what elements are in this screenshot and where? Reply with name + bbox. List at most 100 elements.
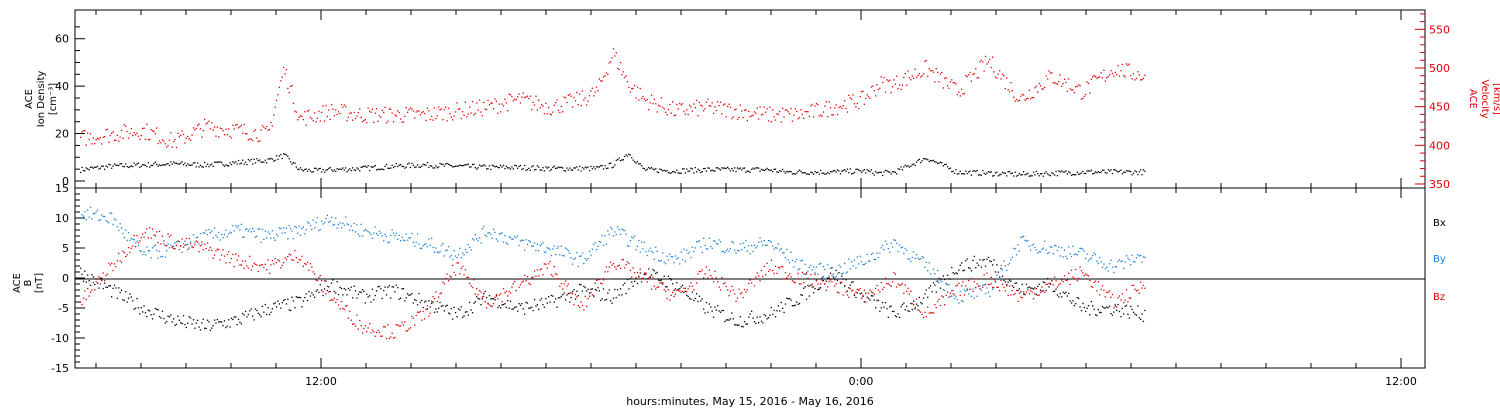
by-point <box>394 235 396 237</box>
velocity-point <box>663 108 665 110</box>
density-point <box>908 166 911 168</box>
velocity-point <box>545 102 547 104</box>
bz-point <box>415 314 417 317</box>
density-point <box>177 163 179 165</box>
velocity-point <box>213 126 216 128</box>
by-point <box>477 240 479 242</box>
density-point <box>576 166 578 168</box>
density-point <box>921 160 923 162</box>
bz-point <box>1013 294 1015 296</box>
velocity-point <box>526 95 529 97</box>
velocity-point <box>298 116 300 118</box>
by-point <box>373 232 375 234</box>
bx-point <box>935 291 937 293</box>
bx-point <box>908 310 911 313</box>
velocity-point <box>113 139 116 141</box>
bz-point <box>800 283 802 285</box>
by-point <box>612 235 615 237</box>
velocity-point <box>359 108 361 110</box>
density-point <box>85 167 87 169</box>
bx-point <box>805 298 808 300</box>
velocity-point <box>312 120 314 122</box>
bx-point <box>794 304 796 306</box>
bz-point <box>904 284 906 286</box>
density-point <box>779 170 781 172</box>
bx-point <box>825 280 827 282</box>
bz-point <box>291 259 293 261</box>
bz-point <box>879 291 881 293</box>
top-right-tick-label: 350 <box>1429 178 1450 191</box>
bx-point <box>257 312 259 314</box>
bx-point <box>415 299 417 302</box>
density-point <box>309 170 312 172</box>
density-point <box>247 159 249 161</box>
by-point <box>777 243 779 245</box>
bx-point <box>703 308 705 310</box>
density-point <box>137 162 140 164</box>
velocity-point <box>642 95 644 98</box>
by-point <box>85 219 87 221</box>
velocity-point <box>175 146 178 149</box>
bz-point <box>1135 290 1138 292</box>
bx-point <box>1121 307 1123 310</box>
by-point <box>357 233 359 235</box>
bx-point <box>104 282 106 284</box>
bx-point <box>275 306 278 308</box>
bz-point <box>796 278 798 280</box>
velocity-point <box>762 113 764 115</box>
bx-point <box>738 324 740 326</box>
bx-point <box>470 309 472 311</box>
velocity-point <box>767 120 770 122</box>
bx-point <box>811 286 813 288</box>
by-point <box>91 218 93 220</box>
density-point <box>624 155 626 158</box>
bx-point <box>1039 289 1042 291</box>
bx-point <box>557 297 560 299</box>
by-point <box>228 233 230 235</box>
density-point <box>619 160 622 162</box>
density-point <box>1079 173 1081 175</box>
bx-point <box>953 273 956 275</box>
bz-point <box>436 300 438 303</box>
by-point <box>509 237 512 239</box>
bz-point <box>731 285 733 288</box>
by-point <box>1140 254 1142 257</box>
density-point <box>650 167 653 169</box>
bz-point <box>536 269 538 271</box>
bx-point <box>326 289 328 292</box>
bz-point <box>844 284 846 287</box>
density-point <box>494 166 496 168</box>
by-point <box>88 216 90 218</box>
bx-point <box>478 298 481 300</box>
density-point <box>216 161 218 163</box>
bx-point <box>918 296 920 299</box>
by-point <box>181 251 183 253</box>
bz-point <box>1063 275 1066 277</box>
density-point <box>765 168 767 171</box>
bz-point <box>610 261 612 263</box>
bz-point <box>156 231 158 233</box>
by-point <box>356 224 358 226</box>
density-point <box>1135 171 1138 173</box>
by-point <box>273 237 275 239</box>
bz-point <box>326 285 328 287</box>
by-point <box>171 246 173 248</box>
bz-point <box>126 254 128 256</box>
bx-point <box>1128 317 1130 319</box>
density-point <box>659 168 661 170</box>
velocity-point <box>88 138 90 141</box>
bx-point <box>522 308 524 310</box>
bz-point <box>277 259 279 261</box>
velocity-point <box>810 105 812 107</box>
bz-point <box>391 332 393 334</box>
density-point <box>660 169 662 171</box>
velocity-point <box>1135 77 1138 79</box>
bx-point <box>932 282 935 284</box>
bz-point <box>477 293 479 296</box>
bx-point <box>385 294 388 296</box>
density-point <box>405 166 407 168</box>
velocity-point <box>188 138 190 140</box>
density-point <box>904 164 906 166</box>
by-point <box>944 289 946 292</box>
bx-point <box>146 316 148 318</box>
